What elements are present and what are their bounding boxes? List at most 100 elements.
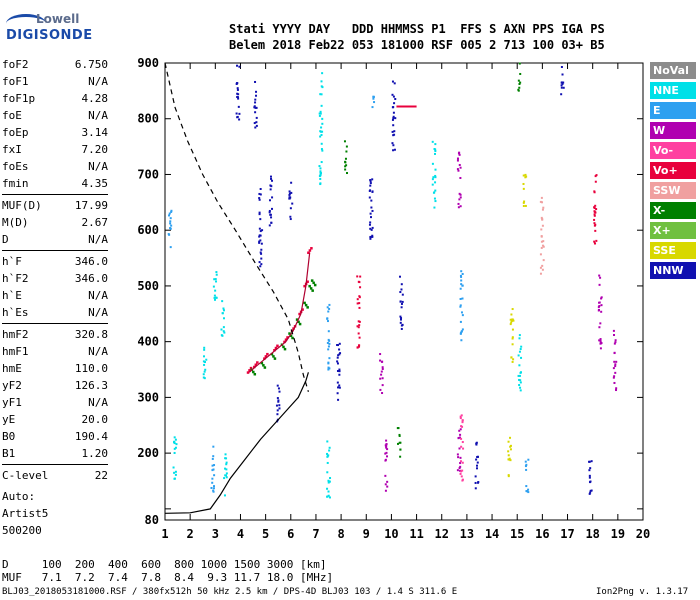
- echo-point: [327, 481, 330, 484]
- echo-point: [391, 118, 394, 121]
- x-trace-point: [308, 284, 311, 288]
- legend-item-nne: NNE: [650, 82, 696, 99]
- echo-point: [224, 467, 227, 470]
- param-row: foE N/A: [2, 107, 108, 124]
- echo-point: [328, 496, 331, 499]
- echo-point: [372, 97, 375, 100]
- echo-point: [320, 93, 323, 96]
- echo-point: [327, 479, 330, 482]
- x-trace-point: [313, 283, 317, 287]
- echo-point: [172, 466, 175, 469]
- x-trace-point: [270, 352, 274, 356]
- echo-point: [212, 490, 215, 493]
- profile-dashed-line: [164, 62, 309, 392]
- echo-point: [371, 235, 374, 238]
- param-row: foF1p 4.28: [2, 90, 108, 107]
- echo-point: [391, 106, 394, 109]
- echo-point: [459, 176, 462, 179]
- echo-point: [523, 200, 526, 203]
- echo-point: [393, 148, 396, 151]
- echo-point: [512, 358, 515, 361]
- echo-point: [338, 348, 341, 351]
- x-trace-point: [262, 364, 265, 367]
- echo-point: [371, 226, 374, 229]
- echo-point: [509, 436, 512, 439]
- param-row: B0 190.4: [2, 428, 108, 445]
- echo-point: [221, 300, 224, 303]
- o-trace-point: [303, 284, 306, 288]
- echo-point: [590, 460, 593, 463]
- echo-point: [338, 384, 341, 387]
- echo-point: [589, 491, 592, 494]
- echo-point: [225, 476, 228, 479]
- echo-point: [561, 82, 564, 85]
- echo-point: [326, 487, 329, 490]
- echo-point: [224, 474, 227, 477]
- echo-point: [373, 101, 376, 104]
- echo-point: [519, 81, 522, 84]
- param-row: B1 1.20: [2, 445, 108, 462]
- echo-point: [476, 461, 479, 464]
- echo-point: [357, 320, 360, 323]
- x-trace-point: [283, 347, 287, 351]
- echo-point: [358, 302, 361, 305]
- param-value: 6.750: [74, 58, 108, 71]
- echo-point: [288, 193, 291, 196]
- echo-point: [598, 274, 601, 277]
- echo-point: [392, 95, 395, 98]
- echo-point: [517, 374, 520, 377]
- echo-point: [599, 276, 602, 279]
- echo-point: [459, 433, 462, 436]
- echo-point: [236, 92, 239, 95]
- echo-point: [456, 159, 459, 162]
- echo-point: [460, 470, 463, 473]
- echo-point: [168, 214, 171, 217]
- x-tick-label: 6: [287, 527, 294, 541]
- echo-point: [278, 390, 281, 393]
- echo-point: [258, 197, 261, 200]
- o-trace-point: [307, 251, 310, 254]
- echo-point: [599, 338, 602, 341]
- echo-point: [260, 263, 263, 266]
- echo-point: [212, 489, 215, 492]
- echo-point: [338, 342, 341, 345]
- x-trace-point: [297, 320, 300, 324]
- echo-point: [336, 369, 339, 372]
- echo-point: [236, 64, 239, 67]
- echo-point: [394, 98, 397, 101]
- echo-point: [215, 273, 218, 276]
- echo-point: [214, 278, 217, 281]
- echo-point: [254, 80, 257, 83]
- echo-point: [319, 130, 322, 133]
- echo-point: [510, 321, 513, 324]
- echo-point: [393, 82, 396, 85]
- echo-point: [173, 451, 176, 454]
- param-label: yF1: [2, 396, 22, 409]
- echo-point: [599, 347, 602, 350]
- legend-item-e: E: [650, 102, 696, 119]
- echo-point: [238, 118, 241, 121]
- echo-point: [458, 151, 461, 154]
- echo-point: [223, 494, 226, 497]
- echo-point: [431, 178, 434, 181]
- echo-point: [384, 452, 387, 455]
- echo-point: [433, 191, 436, 194]
- echo-point: [369, 184, 372, 187]
- echo-point: [369, 237, 372, 240]
- echo-point: [319, 110, 322, 113]
- y-tick-label: 700: [137, 167, 159, 181]
- echo-point: [327, 454, 330, 457]
- y-tick-label: 300: [137, 390, 159, 404]
- echo-point: [588, 469, 591, 472]
- echo-point: [511, 360, 514, 363]
- echo-point: [384, 483, 387, 486]
- echo-point: [612, 329, 615, 332]
- echo-point: [214, 289, 217, 292]
- echo-point: [400, 283, 403, 286]
- param-row: h`F 346.0: [2, 253, 108, 270]
- echo-point: [238, 112, 241, 115]
- param-label: hmF2: [2, 328, 29, 341]
- echo-point: [326, 455, 329, 458]
- echo-point: [255, 106, 258, 109]
- x-trace-point: [263, 366, 267, 369]
